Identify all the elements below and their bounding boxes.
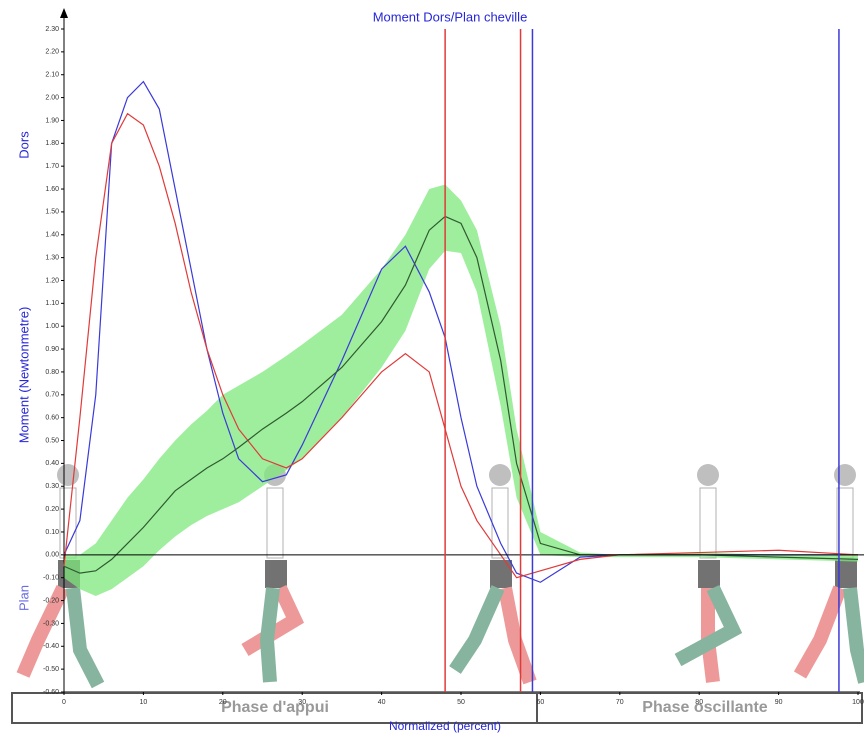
y-tick-label: -0.10 [43,575,59,582]
x-tick-label: 80 [695,699,703,706]
y-tick-label: 1.90 [45,117,59,124]
y-tick-label: 0.60 [45,414,59,421]
x-tick-label: 0 [62,699,66,706]
y-tick-label: 1.00 [45,323,59,330]
y-tick-label: 2.10 [45,72,59,79]
x-tick-label: 40 [378,699,386,706]
x-tick-label: 20 [219,699,227,706]
y-tick-label: 1.60 [45,186,59,193]
y-bottom-label: Plan [16,585,31,611]
y-tick-label: 0.90 [45,346,59,353]
x-tick-label: 30 [298,699,306,706]
phase-label: Phase d'appui [221,699,329,716]
y-tick-label: 2.30 [45,26,59,33]
y-tick-label: 0.10 [45,529,59,536]
y-tick-label: 1.20 [45,277,59,284]
x-tick-label: 90 [775,699,783,706]
y-tick-label: 1.40 [45,232,59,239]
y-tick-label: 1.80 [45,140,59,147]
chart: Moment Dors/Plan cheville Moment (Newton… [0,0,864,733]
x-tick-label: 100 [852,699,864,706]
y-tick-label: 1.10 [45,300,59,307]
x-tick-label: 10 [140,699,148,706]
band [64,184,858,596]
x-tick-label: 50 [457,699,465,706]
y-tick-label: 0.50 [45,437,59,444]
y-tick-label: 1.30 [45,254,59,261]
phase-label: Phase oscillante [642,699,767,716]
axis-arrow [60,8,68,18]
y-tick-label: 0.40 [45,460,59,467]
y-tick-label: -0.40 [43,643,59,650]
x-axis-label: Normalized (percent) [389,719,501,733]
chart-title: Moment Dors/Plan cheville [373,9,528,24]
y-tick-label: 1.50 [45,209,59,216]
y-tick-label: 2.20 [45,49,59,56]
y-tick-label: -0.30 [43,620,59,627]
x-tick-label: 70 [616,699,624,706]
y-tick-label: 0.00 [45,552,59,559]
y-axis-label: Moment (Newtonmetre) [16,307,31,444]
y-tick-label: 0.80 [45,369,59,376]
y-tick-label: 0.20 [45,506,59,513]
y-top-label: Dors [16,131,31,159]
y-tick-label: 0.30 [45,483,59,490]
x-tick-label: 60 [537,699,545,706]
y-tick-label: 0.70 [45,392,59,399]
y-tick-label: -0.50 [43,666,59,673]
y-tick-label: 1.70 [45,163,59,170]
y-tick-label: -0.60 [43,689,59,696]
y-tick-label: 2.00 [45,94,59,101]
y-tick-label: -0.20 [43,597,59,604]
